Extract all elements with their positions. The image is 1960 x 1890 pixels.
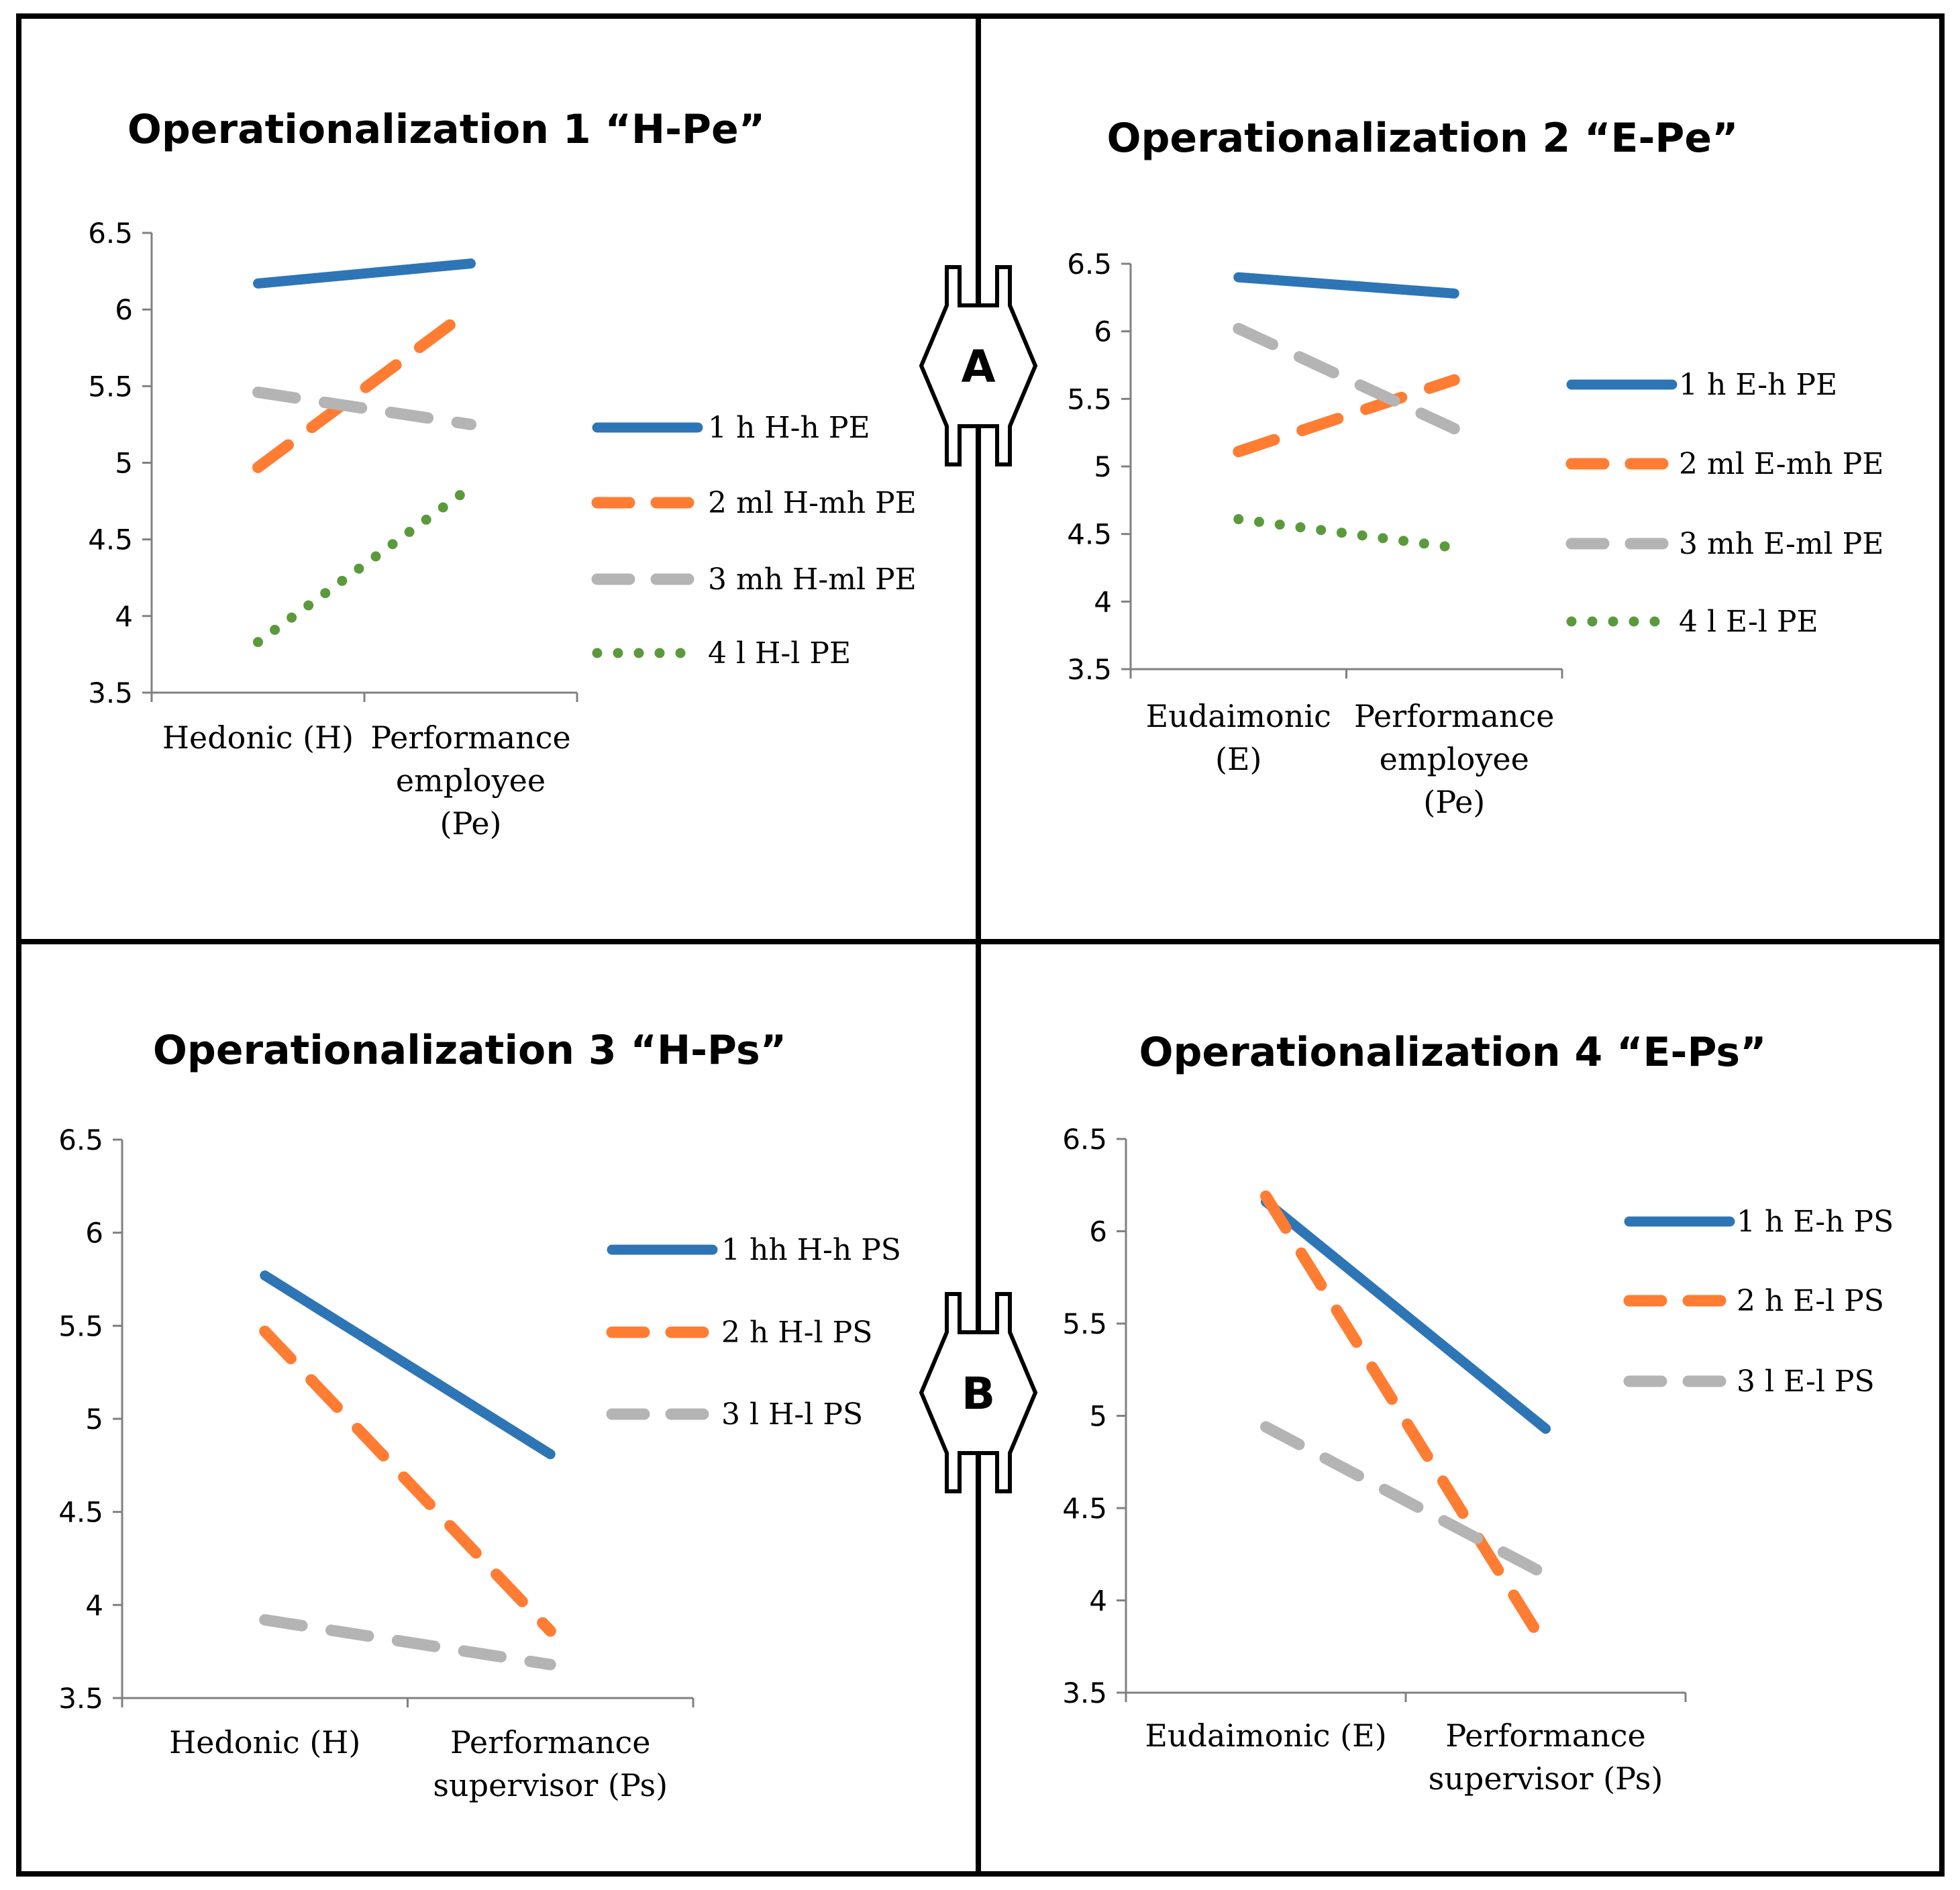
- legend-label-1: 1 hh H-h PS: [721, 1233, 901, 1267]
- y-tick-label: 6.5: [88, 217, 133, 250]
- series-line-3: [1260, 1421, 1551, 1581]
- series-line-3: [259, 1614, 556, 1671]
- chart-title: Operationalization 2 “E-Pe”: [1106, 115, 1738, 162]
- comparison-arrow-b: B: [919, 1292, 1038, 1493]
- x-category-label: (Pe): [1423, 784, 1485, 820]
- legend-label-2: 2 h H-l PS: [721, 1315, 872, 1350]
- legend-label-3: 3 l E-l PS: [1737, 1364, 1875, 1399]
- series-line-3: [1233, 323, 1460, 435]
- series-line-1: [260, 1270, 556, 1460]
- y-tick-label: 6: [1089, 1215, 1107, 1248]
- series-line-2: [252, 303, 476, 473]
- y-tick-label: 3.5: [58, 1682, 103, 1715]
- series-line-4: [253, 482, 476, 648]
- chart-panel-2: Operationalization 2 “E-Pe” 3.5 4 4.5 5 5.5 6 6…: [1067, 115, 1884, 820]
- badge-label: A: [961, 341, 995, 393]
- legend-label-3: 3 mh H-ml PE: [708, 562, 917, 597]
- legend-label-2: 2 ml E-mh PE: [1679, 447, 1884, 481]
- x-category-label: employee: [1380, 741, 1529, 777]
- y-tick-label: 5: [1094, 450, 1112, 483]
- legend-label-1: 1 h H-h PE: [708, 411, 870, 445]
- y-tick-label: 5.5: [1062, 1307, 1107, 1340]
- chart-title: Operationalization 3 “H-Ps”: [153, 1027, 786, 1074]
- x-category-label: Performance: [1445, 1718, 1645, 1754]
- x-category-label: Eudaimonic (E): [1145, 1718, 1386, 1754]
- chart-panels: Operationalization 1 “H-Pe” 3.5 4 4.5 5 5.5 6 6…: [58, 106, 1894, 1803]
- series-line-2: [259, 1326, 556, 1637]
- y-tick-label: 4.5: [58, 1496, 103, 1529]
- legend-label-1: 1 h E-h PE: [1679, 368, 1837, 402]
- chart-panel-1: Operationalization 1 “H-Pe” 3.5 4 4.5 5 5.5 6 6…: [88, 106, 917, 842]
- badge-label: B: [962, 1368, 995, 1420]
- y-tick-label: 3.5: [88, 677, 133, 709]
- x-category-label: Performance: [1354, 698, 1554, 734]
- double-arrow-icon: [919, 265, 1038, 466]
- x-category-label: Performance: [370, 719, 570, 756]
- y-tick-label: 4: [115, 600, 133, 633]
- x-category-label: (Pe): [440, 805, 502, 842]
- series-line-3: [252, 386, 476, 430]
- chart-panel-4: Operationalization 4 “E-Ps” 3.5 4 4.5 5 5.5 6 6…: [1062, 1029, 1894, 1797]
- x-category-label: Performance: [450, 1724, 650, 1760]
- y-tick-label: 4: [85, 1589, 103, 1622]
- x-category-label: Eudaimonic: [1146, 698, 1331, 734]
- chart-title: Operationalization 4 “E-Ps”: [1139, 1029, 1766, 1076]
- x-category-label: employee: [396, 762, 546, 799]
- series-line-1: [1233, 272, 1459, 299]
- y-tick-label: 4.5: [1062, 1492, 1107, 1525]
- x-category-label: supervisor (Ps): [433, 1767, 668, 1803]
- y-tick-label: 3.5: [1062, 1677, 1107, 1709]
- y-tick-label: 6: [115, 293, 133, 326]
- series-line-1: [253, 258, 476, 289]
- legend-label-1: 1 h E-h PS: [1737, 1205, 1894, 1239]
- legend-label-3: 3 mh E-ml PE: [1679, 527, 1884, 561]
- y-tick-label: 5.5: [1067, 383, 1112, 415]
- series-line-4: [1233, 514, 1459, 553]
- double-arrow-icon: [919, 1292, 1038, 1493]
- y-tick-label: 5: [1089, 1400, 1107, 1433]
- y-tick-label: 6: [85, 1217, 103, 1250]
- y-tick-label: 4: [1094, 585, 1112, 618]
- y-tick-label: 6: [1094, 315, 1112, 348]
- comparison-arrow-a: A: [919, 265, 1038, 466]
- comparison-badges: AB: [919, 265, 1038, 1493]
- x-category-label: Hedonic (H): [169, 1724, 360, 1760]
- y-tick-label: 5: [85, 1403, 103, 1436]
- y-tick-label: 5.5: [58, 1309, 103, 1342]
- y-tick-label: 4.5: [1067, 518, 1112, 551]
- chart-title: Operationalization 1 “H-Pe”: [127, 106, 765, 153]
- y-tick-label: 4.5: [88, 524, 133, 556]
- legend-label-2: 2 h E-l PS: [1737, 1284, 1884, 1318]
- legend-label-3: 3 l H-l PS: [721, 1397, 863, 1432]
- chart-panel-3: Operationalization 3 “H-Ps” 3.5 4 4.5 5 5.5 6 6…: [58, 1027, 901, 1803]
- series-line-2: [1233, 374, 1460, 458]
- legend-label-4: 4 l E-l PE: [1679, 605, 1818, 639]
- x-category-label: Hedonic (H): [162, 719, 354, 756]
- y-tick-label: 6.5: [1067, 248, 1112, 281]
- y-tick-label: 3.5: [1067, 653, 1112, 686]
- x-category-label: (E): [1215, 741, 1261, 777]
- y-tick-label: 4: [1089, 1585, 1107, 1618]
- series-line-2: [1260, 1190, 1551, 1652]
- y-tick-label: 5: [115, 447, 133, 480]
- series-line-1: [1261, 1197, 1551, 1434]
- y-tick-label: 6.5: [58, 1124, 103, 1156]
- legend-label-2: 2 ml H-mh PE: [708, 486, 917, 520]
- y-tick-label: 5.5: [88, 370, 133, 403]
- x-category-label: supervisor (Ps): [1429, 1760, 1663, 1797]
- legend-label-4: 4 l H-l PE: [708, 636, 851, 670]
- y-tick-label: 6.5: [1062, 1123, 1107, 1156]
